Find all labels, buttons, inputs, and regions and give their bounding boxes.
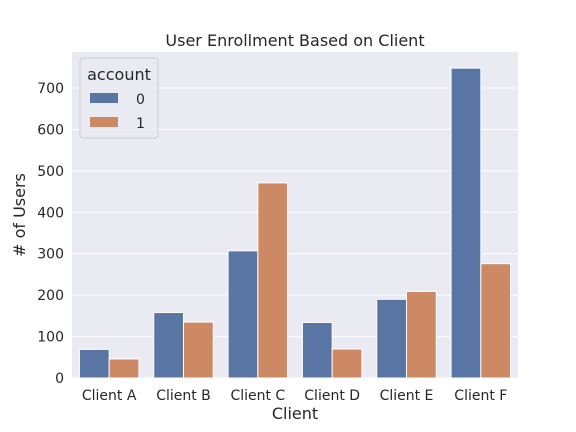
y-tick-labels: 0 100 200 300 400 500 600 700 <box>37 81 64 387</box>
y-tick-label-5: 500 <box>37 164 64 180</box>
y-tick-label-3: 300 <box>37 247 64 263</box>
y-tick-label-2: 200 <box>37 288 64 304</box>
y-axis-label: # of Users <box>10 173 29 257</box>
bar-client-b-account-1 <box>183 321 214 379</box>
y-tick-label-4: 400 <box>37 205 64 221</box>
x-tick-label-4: Client E <box>380 388 434 404</box>
y-tick-label-7: 700 <box>37 81 64 97</box>
legend-label-0: 0 <box>136 92 145 108</box>
bar-client-b-account-0 <box>153 312 184 379</box>
legend-label-1: 1 <box>136 116 145 132</box>
bars <box>78 67 512 379</box>
bar-client-f-account-0 <box>450 67 482 379</box>
bar-client-d-account-0 <box>301 321 333 379</box>
bar-client-d-account-1 <box>331 348 363 379</box>
bar-client-a-account-0 <box>78 348 110 379</box>
x-tick-label-0: Client A <box>82 388 137 404</box>
bar-client-e-account-1 <box>406 290 437 379</box>
bar-client-c-account-0 <box>227 250 259 379</box>
legend-title: account <box>87 65 151 84</box>
legend-swatch-1 <box>90 117 118 127</box>
legend: account 0 1 <box>79 57 159 139</box>
bar-client-f-account-1 <box>480 263 512 379</box>
y-tick-label-0: 0 <box>55 371 64 387</box>
bar-client-e-account-0 <box>376 298 407 379</box>
x-tick-label-5: Client F <box>454 388 507 404</box>
x-tick-label-2: Client C <box>230 388 285 404</box>
bar-client-a-account-1 <box>108 358 140 379</box>
y-tick-label-1: 100 <box>37 330 64 346</box>
x-axis-label: Client <box>272 404 318 423</box>
y-tick-label-6: 600 <box>37 122 64 138</box>
x-tick-label-1: Client B <box>156 388 211 404</box>
x-tick-labels: Client A Client B Client C Client D Client E… <box>82 388 507 404</box>
x-tick-label-3: Client D <box>304 388 360 404</box>
chart-title: User Enrollment Based on Client <box>165 31 424 50</box>
bar-client-c-account-1 <box>257 182 289 379</box>
legend-swatch-0 <box>90 93 118 103</box>
